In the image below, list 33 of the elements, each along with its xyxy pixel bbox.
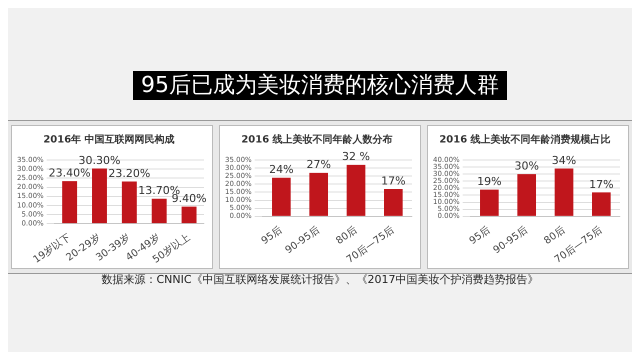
x-tick-label: 80后	[542, 224, 568, 247]
data-label: 17%	[589, 178, 614, 191]
data-label: 27%	[306, 158, 331, 172]
x-tick-label: 80后	[334, 224, 360, 247]
chart-title: 2016年 中国互联网网民构成	[43, 134, 175, 146]
bar	[592, 192, 611, 216]
text: 95后已成为美妆消费的核心消费人群	[133, 71, 507, 100]
bar	[554, 168, 574, 216]
bar	[182, 206, 197, 224]
data-label: 32 %	[342, 150, 370, 164]
source-note: 数据来源：CNNIC《中国互联网络发展统计报告》、《2017中国美妆个护消费趋势报告》	[100, 272, 540, 287]
bar	[309, 172, 328, 216]
bar	[62, 181, 78, 224]
data-label: 34%	[552, 154, 576, 167]
chart-title: 2016 线上美妆不同年龄消费规模占比	[439, 134, 611, 146]
bar	[517, 174, 536, 216]
bar	[92, 168, 107, 224]
x-tick-label: 95后	[259, 224, 285, 247]
bar	[480, 190, 499, 216]
bar	[152, 198, 167, 224]
data-label: 24%	[269, 163, 294, 176]
bar	[122, 181, 137, 224]
data-label: 23.40%	[48, 166, 91, 180]
chart-title: 2016 线上美妆不同年龄人数分布	[241, 134, 393, 146]
data-label: 30%	[514, 159, 539, 172]
data-label: 17%	[381, 174, 406, 188]
bar	[384, 188, 403, 216]
x-tick-label: 95后	[467, 224, 493, 247]
bar	[272, 178, 291, 216]
bar	[346, 164, 366, 216]
data-label: 30.30%	[78, 154, 120, 167]
data-label: 23.20%	[108, 166, 150, 180]
data-label: 19%	[477, 174, 502, 188]
